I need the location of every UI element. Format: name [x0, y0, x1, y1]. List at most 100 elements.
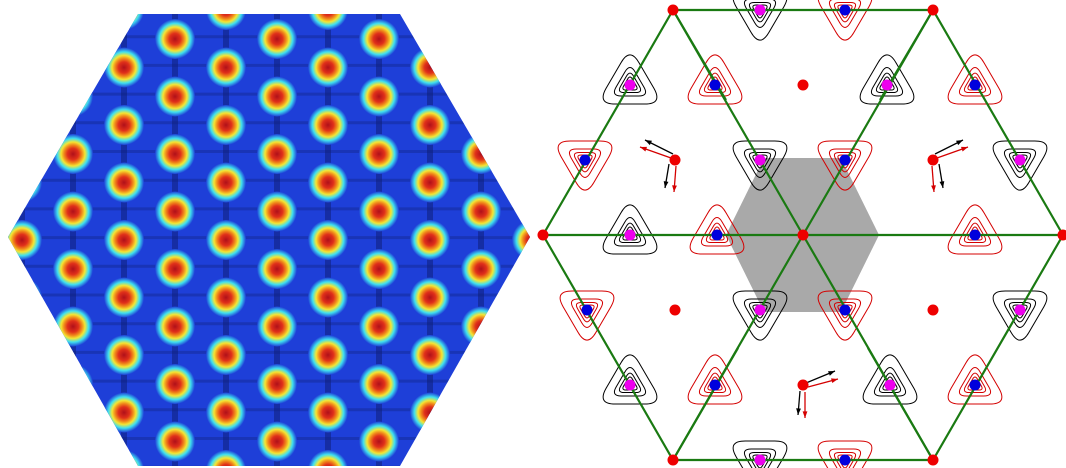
red-contour [963, 222, 987, 243]
flow-arrow-head [640, 146, 647, 152]
black-contour [748, 452, 772, 468]
red-contour [963, 72, 987, 93]
heatmap-spot [257, 306, 297, 347]
black-contour [752, 154, 768, 169]
red-contour [837, 4, 853, 19]
red-contour [828, 298, 862, 328]
black-contour [1008, 152, 1032, 173]
red-contour [689, 204, 745, 255]
red-contour [833, 302, 857, 323]
red-contour [687, 54, 743, 105]
red-site [669, 154, 681, 166]
heatmap-spot [359, 364, 399, 404]
heatmap-spot [308, 450, 348, 466]
red-contour [707, 76, 723, 91]
black-contour [732, 0, 788, 41]
lattice-sites [537, 4, 1066, 466]
black-contour [878, 372, 902, 393]
black-contour [1003, 148, 1037, 178]
red-contour [817, 440, 873, 468]
heatmap-spot [206, 220, 246, 260]
heatmap-spot [155, 19, 195, 59]
red-contour [817, 0, 873, 41]
red-contour [947, 354, 1003, 405]
flow-arrow-head [663, 181, 669, 188]
black-contour [748, 2, 772, 23]
heatmap-spot [410, 105, 450, 145]
black-contour [618, 72, 642, 93]
blue-site [839, 154, 851, 166]
red-contour [703, 72, 727, 93]
heatmap-spot [257, 134, 297, 174]
heatmap-spot [53, 134, 93, 174]
heatmap-spot [104, 277, 144, 318]
flow-arrow-head [802, 411, 808, 418]
heatmap-spot [104, 105, 144, 145]
magenta-site [881, 79, 893, 91]
red-contour [579, 304, 595, 319]
black-contour [743, 298, 777, 328]
heatmap-spot [104, 220, 144, 260]
red-contour [837, 154, 853, 169]
black-contour [613, 367, 647, 397]
black-contour [752, 4, 768, 19]
heatmap-spot [308, 47, 348, 88]
flow-arrow-head [828, 371, 835, 376]
flow-arrow-head [831, 378, 838, 384]
heatmap-spot [359, 191, 399, 232]
red-contour [577, 154, 593, 169]
blue-site [709, 79, 721, 91]
magenta-site [754, 4, 766, 16]
black-contour [748, 152, 772, 173]
red-site [927, 154, 939, 166]
heatmap-spot [206, 450, 246, 466]
heatmap-spot [359, 134, 399, 174]
red-site [667, 454, 679, 466]
black-contour [602, 54, 658, 105]
heatmap-spot [257, 249, 297, 289]
black-contour [875, 72, 899, 93]
red-contour [967, 376, 983, 391]
red-contour [575, 302, 599, 323]
red-contour [828, 0, 862, 28]
heatmap-spot [359, 76, 399, 117]
red-site [537, 229, 549, 241]
red-site [927, 304, 939, 316]
black-contour [879, 76, 895, 91]
heatmap-spot [257, 76, 297, 117]
red-contour [947, 54, 1003, 105]
red-contour [703, 372, 727, 393]
black-contour [622, 226, 638, 241]
black-contour [613, 217, 647, 247]
magenta-site [624, 379, 636, 391]
heatmap-spot [104, 162, 144, 203]
heatmap-spot [104, 392, 144, 433]
black-contour [602, 354, 658, 405]
heatmap-spot [308, 220, 348, 260]
heatmap-spot [155, 421, 195, 462]
flow-arrow-head [939, 181, 945, 188]
heatmap-spot [308, 392, 348, 433]
heatmap-spot [206, 335, 246, 375]
heatmap-spot [104, 47, 144, 88]
heatmap-spot [308, 277, 348, 318]
red-site [927, 4, 939, 16]
black-contour [618, 372, 642, 393]
red-contour [557, 140, 613, 191]
heatmap-spot [461, 249, 501, 289]
black-contour [1008, 302, 1032, 323]
red-contour [698, 367, 732, 397]
magenta-site [624, 79, 636, 91]
black-contour [618, 222, 642, 243]
blue-site [711, 229, 723, 241]
blue-site [969, 379, 981, 391]
frame-edge [867, 347, 934, 461]
red-contour [707, 376, 723, 391]
heatmap-spot [53, 249, 93, 289]
black-contour [732, 290, 788, 341]
red-contour [570, 298, 604, 328]
flow-arrows [639, 139, 969, 418]
black-contour [732, 440, 788, 468]
black-contour [1012, 154, 1028, 169]
